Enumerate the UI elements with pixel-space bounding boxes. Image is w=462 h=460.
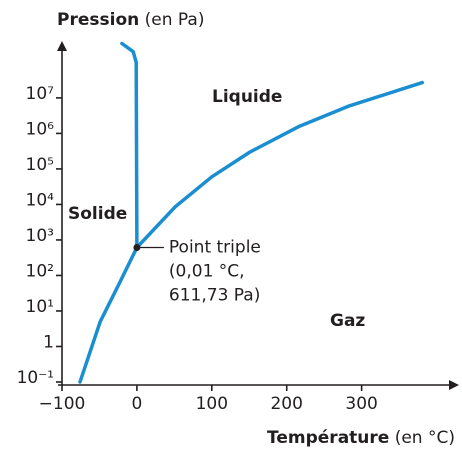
y-axis-arrow (57, 41, 67, 51)
region-label: Gaz (330, 311, 365, 331)
annotation: (0,01 °C, (169, 262, 245, 282)
x-axis-arrow (449, 380, 459, 390)
y-tick-label: 10⁶ (26, 119, 55, 139)
x-axis-label: Température (en °C) (267, 428, 455, 448)
phase-curve (120, 41, 139, 250)
y-tick-label: 10⁴ (26, 190, 55, 210)
x-label-text: (en °C) (389, 428, 455, 448)
x-tick-label: −100 (39, 394, 86, 414)
y-tick-label: 10⁻¹ (17, 368, 54, 388)
x-tick-label: 200 (270, 394, 302, 414)
x-tick-label: 300 (345, 394, 377, 414)
y-label-bold: Pression (57, 10, 139, 30)
y-tick-label: 1 (43, 332, 54, 352)
y-tick-label: 10⁵ (26, 155, 54, 175)
y-tick-label: 10² (26, 261, 54, 281)
x-tick-label: 0 (131, 394, 142, 414)
region-label: Solide (68, 204, 127, 224)
y-axis-label: Pression (en Pa) (57, 10, 204, 30)
x-tick-label: 100 (196, 394, 228, 414)
y-tick-label: 10¹ (26, 297, 54, 317)
annotation: Point triple (169, 238, 261, 258)
annotation: 611,73 Pa) (169, 286, 260, 306)
x-label-bold: Température (267, 428, 389, 448)
triple-point (133, 244, 141, 252)
y-tick-label: 10³ (26, 226, 54, 246)
y-tick-label: 10⁷ (26, 84, 55, 104)
phase-curve (78, 80, 425, 384)
region-label: Liquide (212, 87, 282, 107)
y-label-text: (en Pa) (139, 10, 204, 30)
